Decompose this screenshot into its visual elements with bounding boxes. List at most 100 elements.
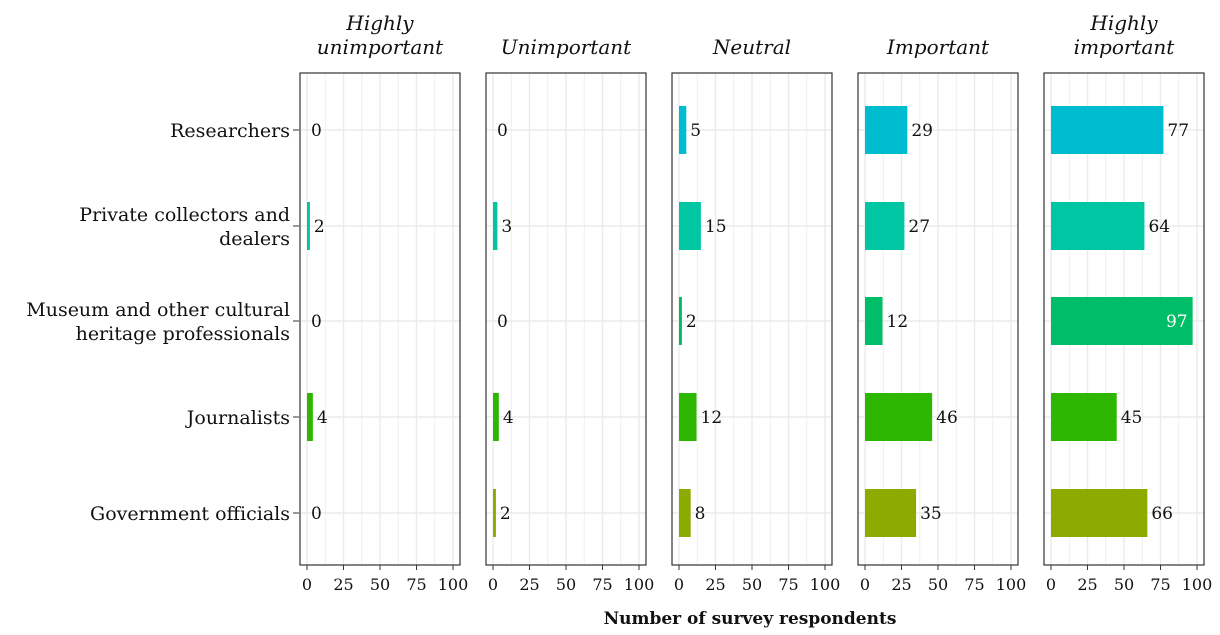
category-label-2: Museum and other cultural heritage profes…: [26, 299, 290, 345]
bar: [493, 489, 496, 537]
facet-panel-3: Important 29 27 12 46 35 0 25 50 75 100: [857, 35, 1027, 594]
facet-title-line: Unimportant: [501, 35, 632, 59]
bar: [1051, 297, 1193, 345]
x-tick-label: 100: [810, 575, 841, 594]
x-tick-label: 25: [333, 575, 353, 594]
facet-title-line: important: [1074, 35, 1176, 59]
x-tick-label: 25: [891, 575, 911, 594]
facet-title-line: Important: [886, 35, 990, 59]
x-tick-label: 0: [488, 575, 498, 594]
value-label: 2: [500, 504, 511, 524]
facet-title-0: Highly unimportant: [317, 11, 444, 59]
value-label: 12: [701, 408, 723, 428]
x-tick-label: 25: [1077, 575, 1097, 594]
x-tick-label: 25: [705, 575, 725, 594]
x-tick-label: 100: [996, 575, 1027, 594]
x-tick-label: 75: [406, 575, 426, 594]
category-label-3: Journalists: [185, 407, 290, 429]
value-label: 4: [317, 408, 328, 428]
facet-title-2: Neutral: [712, 35, 791, 59]
facet-title-line: unimportant: [317, 35, 444, 59]
value-label: 0: [311, 504, 322, 524]
value-label: 35: [920, 504, 942, 524]
x-tick-label: 75: [778, 575, 798, 594]
bar: [1051, 393, 1117, 441]
x-tick-label: 50: [370, 575, 390, 594]
value-label: 0: [497, 121, 508, 141]
value-label: 45: [1121, 408, 1143, 428]
facet-panel-2: Neutral 5 15 2 12 8 0 25 50 75 100: [671, 35, 841, 594]
facet-title-4: Highly important: [1074, 11, 1176, 59]
category-label-line: Researchers: [170, 120, 290, 142]
bar: [679, 202, 701, 250]
bar: [307, 393, 313, 441]
category-label-1: Private collectors and dealers: [79, 204, 290, 250]
facet-title-line: Highly: [345, 11, 414, 35]
bar: [679, 106, 687, 154]
category-label-line: Journalists: [185, 407, 290, 429]
bar: [865, 489, 917, 537]
x-tick-label: 50: [1114, 575, 1134, 594]
bar: [493, 202, 498, 250]
x-tick-label: 75: [592, 575, 612, 594]
bar: [865, 202, 905, 250]
x-tick-label: 0: [860, 575, 870, 594]
value-label: 64: [1148, 217, 1170, 237]
x-tick-label: 50: [742, 575, 762, 594]
x-tick-label: 100: [1182, 575, 1213, 594]
value-label: 27: [908, 217, 930, 237]
value-label: 2: [686, 312, 697, 332]
facet-title-line: Neutral: [712, 35, 791, 59]
value-label: 0: [311, 312, 322, 332]
category-label-line: Government officials: [90, 503, 290, 525]
facet-panel-1: Unimportant 0 3 0 4 2 0 25 50 75 100: [485, 35, 655, 594]
category-label-line: dealers: [219, 228, 290, 250]
x-tick-label: 75: [1150, 575, 1170, 594]
facet-panel-4: Highly important 77 64 97 45 66 0 25 50 75 100: [1043, 11, 1213, 594]
bar: [865, 106, 908, 154]
x-tick-label: 0: [674, 575, 684, 594]
category-label-line: Private collectors and: [79, 204, 290, 226]
bar: [1051, 106, 1164, 154]
value-label: 0: [497, 312, 508, 332]
value-label: 15: [705, 217, 727, 237]
bar: [493, 393, 499, 441]
bar: [865, 297, 883, 345]
value-label: 5: [690, 121, 701, 141]
value-label: 66: [1151, 504, 1173, 524]
x-tick-label: 75: [964, 575, 984, 594]
facet-title-line: Highly: [1089, 11, 1158, 35]
x-tick-label: 0: [1046, 575, 1056, 594]
bar: [865, 393, 933, 441]
category-label-line: Museum and other cultural: [26, 299, 290, 321]
value-label: 46: [936, 408, 958, 428]
value-label: 8: [695, 504, 706, 524]
category-label-line: heritage professionals: [76, 323, 290, 345]
value-label: 2: [314, 217, 325, 237]
bar: [679, 489, 691, 537]
category-label-0: Researchers: [170, 120, 290, 142]
x-tick-label: 50: [556, 575, 576, 594]
bar: [1051, 489, 1148, 537]
value-label: 4: [503, 408, 514, 428]
x-tick-label: 25: [519, 575, 539, 594]
facet-title-1: Unimportant: [501, 35, 632, 59]
bar: [679, 393, 697, 441]
value-label: 77: [1167, 121, 1189, 141]
x-tick-label: 100: [624, 575, 655, 594]
value-label: 12: [887, 312, 909, 332]
value-label: 29: [911, 121, 933, 141]
category-label-4: Government officials: [90, 503, 290, 525]
x-tick-label: 100: [438, 575, 469, 594]
x-tick-label: 50: [928, 575, 948, 594]
value-label: 0: [311, 121, 322, 141]
facet-title-3: Important: [886, 35, 990, 59]
value-label: 3: [501, 217, 512, 237]
facet-panel-0: Highly unimportant 0 2 0 4 0 0 25 50 75 100: [299, 11, 469, 594]
value-label: 97: [1166, 312, 1188, 332]
x-tick-label: 0: [302, 575, 312, 594]
bar: [1051, 202, 1145, 250]
x-axis-title: Number of survey respondents: [604, 609, 897, 629]
